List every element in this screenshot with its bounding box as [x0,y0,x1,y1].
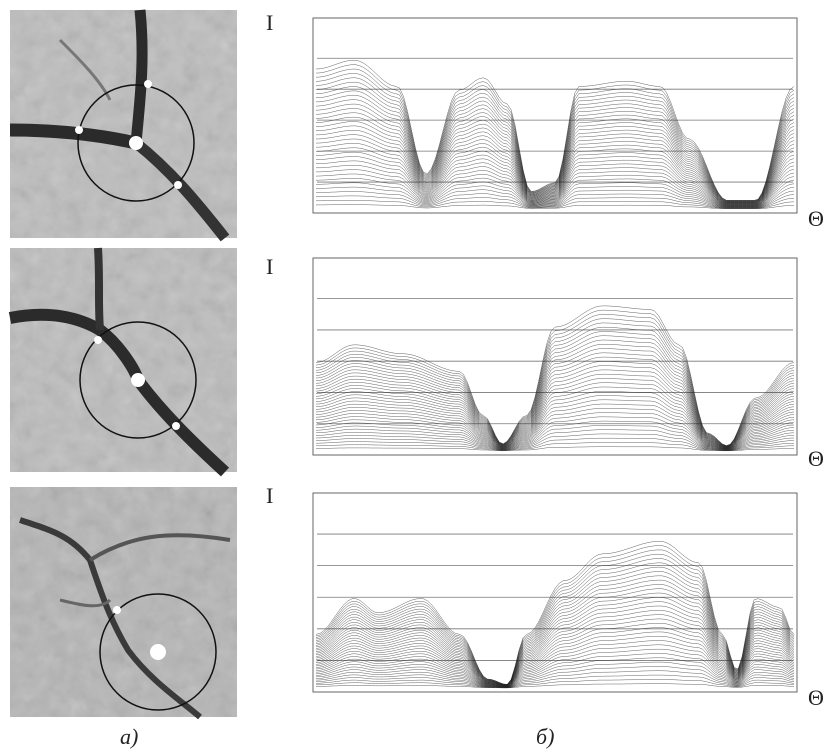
retina-image [10,248,237,472]
caption: а) [120,724,138,749]
retina-image [10,10,237,238]
figure: I Θ I Θ I Θ а) б) [0,0,829,752]
plot-frame [313,493,797,692]
x-label: Θ [808,685,824,710]
x-label: Θ [808,446,824,471]
profile-plots [313,18,797,692]
y-label: I [266,10,273,35]
x-label: Θ [808,206,824,231]
y-label: I [266,254,273,279]
y-label: I [266,483,273,508]
retina-image [10,487,237,717]
caption: б) [536,724,554,749]
